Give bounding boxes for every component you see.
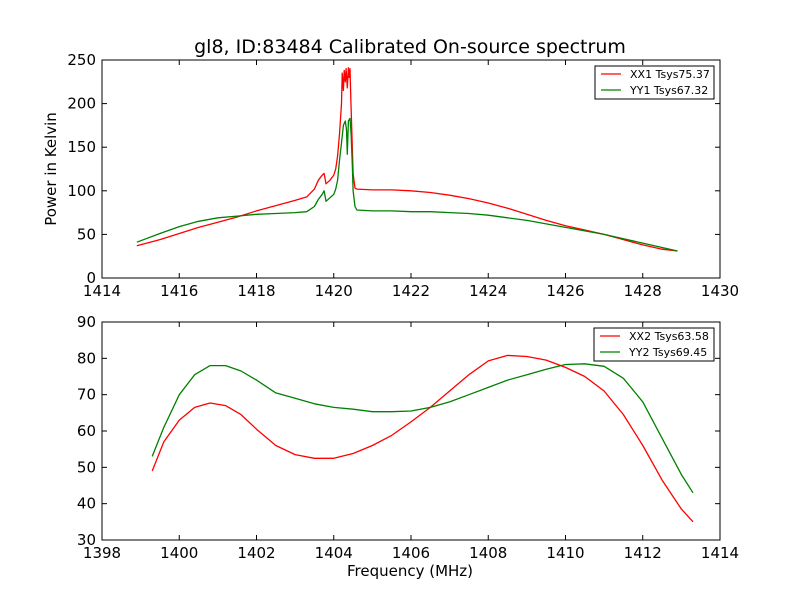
bottom-x-tick-label: 1412 <box>624 544 662 562</box>
bottom-x-tick-label: 1404 <box>315 544 353 562</box>
bottom-x-tick-label: 1402 <box>237 544 275 562</box>
top-y-tick-label: 250 <box>67 51 96 69</box>
top-y-tick-label: 150 <box>67 138 96 156</box>
top-x-tick-label: 1418 <box>237 282 275 300</box>
top-x-tick-label: 1428 <box>624 282 662 300</box>
top-x-tick-label: 1416 <box>160 282 198 300</box>
bottom-legend: XX2 Tsys63.58 YY2 Tsys69.45 <box>593 327 715 362</box>
top-y-tick-label: 200 <box>67 95 96 113</box>
bottom-x-tick-label: 1406 <box>392 544 430 562</box>
bottom-y-tick-label: 80 <box>77 349 96 367</box>
top-legend-box <box>594 65 715 100</box>
bottom-y-tick-label: 40 <box>77 495 96 513</box>
bottom-y-tick-label: 50 <box>77 458 96 476</box>
top-y-tick-label: 100 <box>67 182 96 200</box>
top-x-tick-label: 1414 <box>83 282 121 300</box>
bottom-legend-label-yy2: YY2 Tsys69.45 <box>628 346 707 359</box>
top-axis-ticks: 1414 1416 1418 1420 1422 1424 1426 1428 1430 0 50 1… <box>67 51 739 300</box>
bottom-y-tick-label: 30 <box>77 531 96 549</box>
top-series-line-yy1 <box>136 117 678 252</box>
bottom-x-tick-label: 1414 <box>701 544 739 562</box>
bottom-x-tick-label: 1400 <box>160 544 198 562</box>
bottom-legend-label-xx2: XX2 Tsys63.58 <box>629 330 709 343</box>
top-x-tick-label: 1430 <box>701 282 739 300</box>
top-x-tick-label: 1420 <box>315 282 353 300</box>
y-axis-title: Power in Kelvin <box>42 112 60 226</box>
x-axis-title: Frequency (MHz) <box>347 562 473 580</box>
top-series-lines <box>136 67 678 252</box>
chart-title: gl8, ID:83484 Calibrated On-source spect… <box>194 36 626 58</box>
bottom-y-tick-label: 70 <box>77 386 96 404</box>
bottom-y-tick-label: 90 <box>77 313 96 331</box>
top-panel: gl8, ID:83484 Calibrated On-source spect… <box>42 36 739 300</box>
top-y-tick-label: 0 <box>86 269 96 287</box>
bottom-series-line-xx2 <box>151 354 694 523</box>
top-legend: XX1 Tsys75.37 YY1 Tsys67.32 <box>594 65 715 100</box>
bottom-axis-ticks: 1398 1400 1402 1404 1406 1408 1410 1412 1414 30 40… <box>77 313 739 562</box>
top-y-tick-label: 50 <box>77 225 96 243</box>
top-x-tick-label: 1426 <box>546 282 584 300</box>
top-legend-label-xx1: XX1 Tsys75.37 <box>630 68 710 81</box>
bottom-series-line-yy2 <box>151 363 694 494</box>
top-x-tick-label: 1424 <box>469 282 507 300</box>
top-series-line-xx1 <box>136 67 678 252</box>
bottom-x-tick-label: 1410 <box>546 544 584 562</box>
bottom-series-lines <box>151 354 694 523</box>
bottom-y-tick-label: 60 <box>77 422 96 440</box>
bottom-x-tick-label: 1408 <box>469 544 507 562</box>
bottom-x-tick-label: 1398 <box>83 544 121 562</box>
top-x-tick-label: 1422 <box>392 282 430 300</box>
bottom-legend-box <box>593 327 715 362</box>
top-legend-label-yy1: YY1 Tsys67.32 <box>629 84 708 97</box>
bottom-panel: 1398 1400 1402 1404 1406 1408 1410 1412 1414 30 40… <box>77 313 739 580</box>
